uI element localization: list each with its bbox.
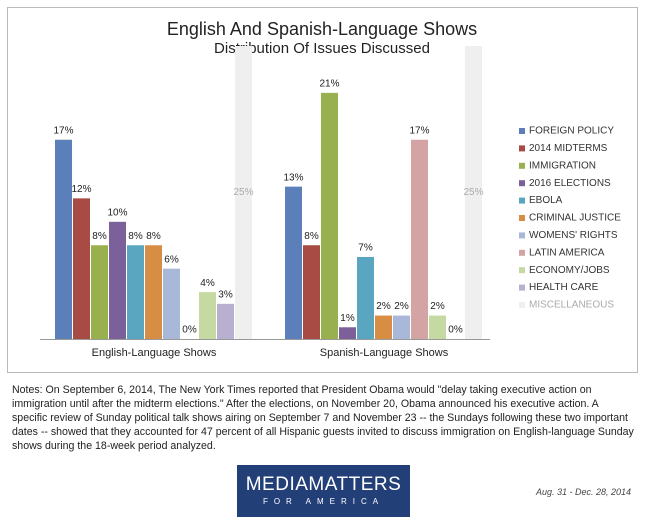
legend-label: FOREIGN POLICY: [529, 126, 614, 137]
chart-subtitle: Distribution Of Issues Discussed: [214, 40, 430, 57]
bar: [127, 245, 144, 339]
value-label: 1%: [340, 313, 355, 324]
legend-swatch: [519, 180, 525, 187]
legend-swatch: [519, 215, 525, 221]
chart: English And Spanish-Language Shows Distr…: [7, 7, 638, 373]
bar: [217, 303, 234, 339]
value-label: 0%: [448, 325, 463, 336]
bar: [145, 245, 162, 339]
value-label: 2%: [394, 301, 409, 312]
logo-name: MEDIAMATTERS: [245, 474, 402, 495]
notes: Notes: On September 6, 2014, The New Yor…: [12, 384, 634, 452]
bar: [321, 92, 338, 339]
value-label: 7%: [358, 243, 373, 254]
value-label: 17%: [409, 125, 429, 136]
bar: [357, 256, 374, 339]
legend-label: IMMIGRATION: [529, 160, 596, 171]
chart-frame: [7, 7, 638, 373]
bar: [303, 245, 320, 339]
legend-swatch: [519, 162, 525, 169]
value-label: 21%: [319, 79, 339, 90]
value-label: 10%: [107, 207, 127, 218]
value-label: 4%: [200, 278, 215, 289]
x-tick-label: Spanish-Language Shows: [320, 347, 449, 359]
legend-swatch: [519, 128, 525, 134]
legend-label: MISCELLANEOUS: [529, 300, 614, 311]
legend-label: 2014 MIDTERMS: [529, 143, 608, 154]
value-label: 17%: [53, 125, 73, 136]
value-label: 3%: [218, 289, 233, 300]
value-label: 0%: [182, 325, 197, 336]
legend-label: CRIMINAL JUSTICE: [529, 213, 621, 224]
chart-title: English And Spanish-Language Shows: [167, 19, 477, 39]
legend-label: EBOLA: [529, 195, 563, 206]
bar: [109, 221, 126, 339]
value-label: 13%: [283, 172, 303, 183]
value-label: 12%: [71, 184, 91, 195]
legend-swatch: [519, 232, 525, 239]
bar: [235, 46, 252, 339]
value-label: 8%: [146, 231, 161, 242]
date-range: Aug. 31 - Dec. 28, 2014: [535, 487, 631, 497]
value-label: 8%: [128, 231, 143, 242]
legend-swatch: [519, 284, 525, 291]
legend-label: ECONOMY/JOBS: [529, 265, 610, 276]
bar: [163, 268, 180, 339]
bar: [91, 245, 108, 339]
value-label: 2%: [376, 301, 391, 312]
value-label: 2%: [430, 301, 445, 312]
bar: [411, 139, 428, 339]
legend-label: 2016 ELECTIONS: [529, 178, 611, 189]
logo: MEDIAMATTERS FOR AMERICA: [237, 465, 410, 517]
value-label: 25%: [463, 187, 483, 198]
bar: [199, 292, 216, 339]
bar: [73, 198, 90, 339]
bar: [429, 315, 446, 339]
legend-label: WOMENS' RIGHTS: [529, 230, 618, 241]
legend-swatch: [519, 267, 525, 274]
bar: [55, 139, 72, 339]
value-label: 8%: [304, 231, 319, 242]
x-tick-label: English-Language Shows: [92, 347, 217, 359]
legend-swatch: [519, 249, 525, 256]
value-label: 25%: [233, 187, 253, 198]
legend-swatch: [519, 197, 525, 204]
legend-swatch: [519, 302, 525, 308]
bar: [339, 327, 356, 339]
bar: [465, 46, 482, 339]
legend-swatch: [519, 145, 525, 152]
legend-label: HEALTH CARE: [529, 282, 599, 293]
logo-tagline: FOR AMERICA: [262, 497, 385, 506]
bar: [393, 315, 410, 339]
bar: [285, 186, 302, 339]
bar: [375, 315, 392, 339]
value-label: 6%: [164, 254, 179, 265]
value-label: 8%: [92, 231, 107, 242]
legend-label: LATIN AMERICA: [529, 247, 605, 258]
